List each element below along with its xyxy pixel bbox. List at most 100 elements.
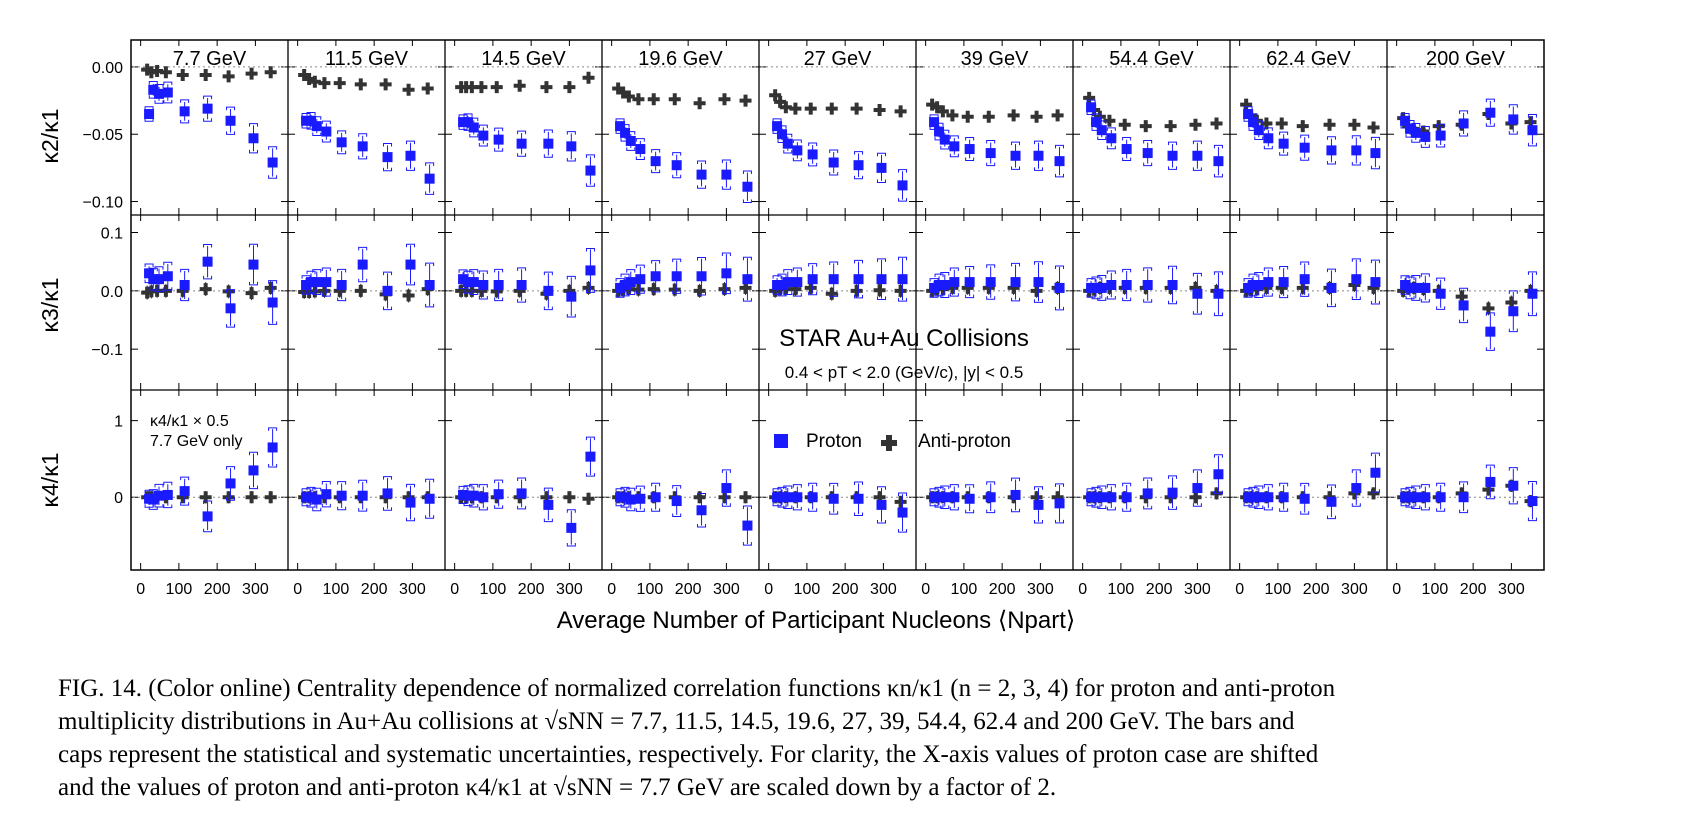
proton-point	[321, 277, 332, 288]
proton-point	[1096, 492, 1107, 503]
proton-point	[1370, 277, 1381, 288]
energy-label: 14.5 GeV	[481, 48, 566, 70]
antiproton-point	[490, 285, 503, 298]
proton-syscap	[1106, 484, 1116, 511]
proton-point	[1410, 127, 1421, 138]
proton-syscap	[1527, 481, 1537, 522]
antiproton-point	[475, 81, 488, 94]
proton-syscap	[1248, 273, 1258, 297]
proton-syscap	[543, 487, 553, 523]
proton-point	[1278, 277, 1289, 288]
proton-point	[985, 492, 996, 503]
antiproton-point	[1240, 98, 1253, 111]
proton-syscap	[543, 271, 553, 311]
proton-syscap	[1405, 276, 1415, 300]
x-tick-label: 300	[399, 581, 426, 598]
proton-point	[777, 280, 788, 290]
proton-point	[566, 291, 577, 302]
proton-point	[1167, 150, 1178, 161]
proton-point	[585, 165, 596, 176]
x-tick-label: 0	[450, 581, 459, 598]
antiproton-point	[222, 491, 235, 504]
antiproton-point	[1417, 125, 1430, 138]
proton-syscap	[358, 133, 368, 160]
proton-point	[742, 274, 753, 285]
proton-syscap	[1055, 144, 1065, 178]
proton-syscap	[1351, 469, 1361, 507]
proton-point	[876, 274, 887, 285]
antiproton-point	[1367, 487, 1380, 500]
proton-syscap	[940, 129, 950, 150]
proton-point	[202, 103, 213, 114]
antiproton-point	[421, 82, 434, 95]
proton-syscap	[268, 146, 278, 179]
proton-point	[1351, 483, 1362, 494]
energy-label: 39 GeV	[961, 48, 1029, 70]
antiproton-point	[582, 281, 595, 294]
proton-point	[949, 141, 960, 152]
proton-point	[202, 256, 213, 267]
antiproton-point	[1260, 281, 1273, 294]
proton-point	[1192, 150, 1203, 161]
proton-syscap	[1213, 144, 1223, 178]
antiproton-point	[873, 104, 886, 116]
proton-point	[202, 511, 213, 522]
antiproton-point	[303, 73, 316, 86]
antiproton-point	[718, 491, 731, 504]
antiproton-point	[850, 284, 863, 297]
energy-label: 200 GeV	[1426, 48, 1506, 70]
proton-point	[424, 493, 435, 504]
proton-point	[792, 277, 803, 288]
caption-line-4: and the values of proton and anti-proton…	[58, 774, 1057, 801]
antiproton-point	[563, 284, 576, 297]
antiproton-point	[622, 90, 635, 103]
proton-point	[1508, 480, 1519, 491]
proton-point	[742, 181, 753, 192]
proton-point	[934, 280, 945, 290]
proton-syscap	[337, 268, 347, 302]
proton-syscap	[463, 270, 473, 294]
antiproton-point	[739, 491, 752, 504]
proton-syscap	[1254, 272, 1264, 298]
proton-syscap	[306, 486, 316, 508]
proton-point	[405, 497, 416, 508]
proton-syscap	[154, 83, 164, 104]
proton-syscap	[651, 260, 661, 293]
antiproton-point	[513, 284, 526, 297]
proton-point	[1091, 117, 1102, 128]
proton-syscap	[268, 280, 278, 325]
antiproton-point	[245, 287, 258, 300]
x-tick-label: 0	[136, 581, 145, 598]
proton-syscap	[949, 267, 959, 297]
panels-layer: 7.7 GeV 11.5 GeV 14.5 GeV 19.6 GeV 27 GeV 39 …	[83, 39, 1545, 598]
antiproton-point	[1348, 279, 1361, 291]
x-tick-label: 0	[1235, 581, 1244, 598]
proton-syscap	[783, 269, 793, 296]
proton-point	[1326, 282, 1337, 293]
x-tick-label: 100	[480, 581, 507, 598]
proton-syscap	[783, 133, 793, 154]
proton-syscap	[248, 123, 258, 154]
antiproton-point	[1455, 290, 1468, 303]
proton-syscap	[478, 484, 488, 511]
proton-syscap	[517, 477, 527, 510]
proton-point	[336, 280, 347, 290]
proton-point	[478, 280, 489, 290]
proton-syscap	[898, 256, 908, 302]
proton-point	[1299, 142, 1310, 153]
antiproton-point	[1189, 491, 1202, 504]
proton-point	[1192, 483, 1203, 494]
proton-point	[144, 109, 155, 120]
proton-syscap	[1254, 120, 1264, 141]
proton-point	[620, 492, 631, 503]
proton-point	[1253, 492, 1264, 503]
antiproton-point	[264, 66, 277, 79]
proton-point	[1192, 288, 1203, 299]
proton-point	[267, 297, 278, 308]
y-tick-label: 1	[114, 414, 123, 431]
proton-point	[1370, 148, 1381, 159]
antiproton-point	[739, 94, 752, 107]
antiproton-point	[1524, 116, 1537, 129]
caption-line-2: multiplicity distributions in Au+Au coll…	[58, 708, 1295, 735]
proton-syscap	[469, 117, 479, 138]
